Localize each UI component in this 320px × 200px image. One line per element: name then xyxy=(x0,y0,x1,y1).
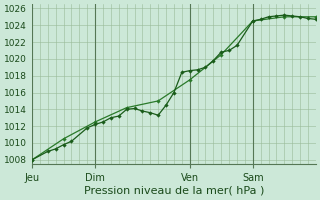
X-axis label: Pression niveau de la mer( hPa ): Pression niveau de la mer( hPa ) xyxy=(84,186,264,196)
